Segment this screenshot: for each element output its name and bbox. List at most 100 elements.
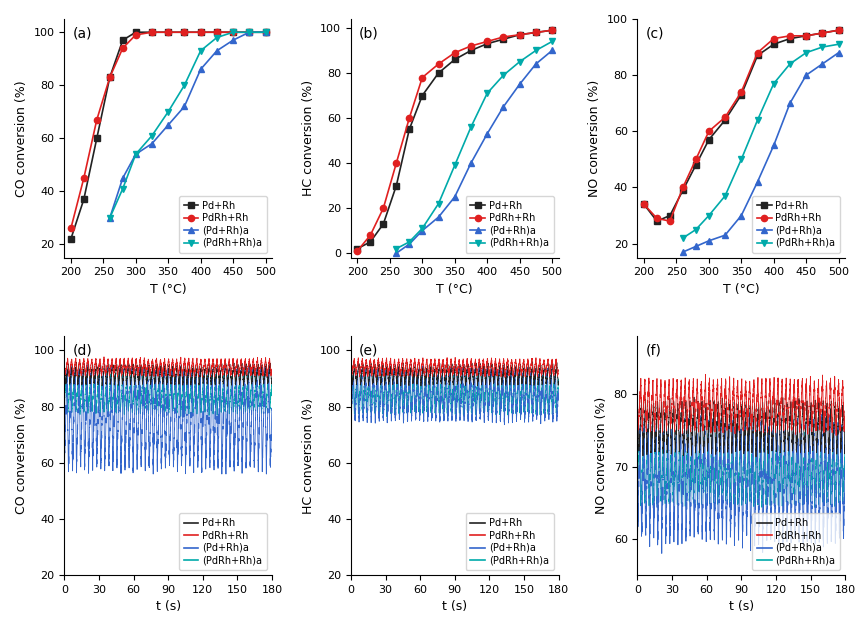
- Line: (PdRh+Rh)a: (PdRh+Rh)a: [393, 39, 555, 252]
- Y-axis label: CO conversion (%): CO conversion (%): [15, 398, 28, 514]
- Y-axis label: CO conversion (%): CO conversion (%): [15, 80, 28, 197]
- PdRh+Rh: [228, 28, 239, 36]
- PdRh+Rh: [245, 28, 255, 36]
- Pd+Rh: [404, 126, 414, 133]
- (Pd+Rh)a: [833, 49, 843, 56]
- (Pd+Rh)a: [498, 103, 509, 111]
- Pd+Rh: [260, 28, 270, 36]
- (PdRh+Rh)a: [433, 200, 444, 207]
- (PdRh+Rh)a: [196, 47, 206, 54]
- (Pd+Rh)a: [179, 102, 190, 110]
- (PdRh+Rh)a: [163, 108, 173, 116]
- Legend: Pd+Rh, PdRh+Rh, (Pd+Rh)a, (PdRh+Rh)a: Pd+Rh, PdRh+Rh, (Pd+Rh)a, (PdRh+Rh)a: [466, 513, 553, 570]
- PdRh+Rh: [769, 35, 779, 42]
- Pd+Rh: [801, 32, 812, 40]
- Pd+Rh: [531, 28, 541, 36]
- (Pd+Rh)a: [130, 150, 141, 158]
- PdRh+Rh: [147, 28, 157, 36]
- PdRh+Rh: [92, 116, 102, 123]
- PdRh+Rh: [665, 217, 675, 225]
- Pd+Rh: [245, 28, 255, 36]
- Pd+Rh: [212, 28, 222, 36]
- PdRh+Rh: [833, 27, 843, 34]
- (PdRh+Rh)a: [404, 238, 414, 246]
- (PdRh+Rh)a: [720, 192, 730, 200]
- (PdRh+Rh)a: [417, 224, 427, 232]
- (PdRh+Rh)a: [147, 132, 157, 140]
- (Pd+Rh)a: [163, 121, 173, 129]
- X-axis label: t (s): t (s): [442, 600, 468, 614]
- PdRh+Rh: [498, 33, 509, 41]
- (PdRh+Rh)a: [531, 47, 541, 54]
- (Pd+Rh)a: [466, 159, 476, 167]
- Line: Pd+Rh: Pd+Rh: [641, 27, 842, 224]
- X-axis label: T (°C): T (°C): [150, 283, 186, 296]
- (PdRh+Rh)a: [228, 28, 239, 36]
- Line: PdRh+Rh: PdRh+Rh: [354, 27, 555, 254]
- Pd+Rh: [515, 31, 525, 39]
- (PdRh+Rh)a: [130, 150, 141, 158]
- PdRh+Rh: [547, 27, 557, 34]
- Line: (Pd+Rh)a: (Pd+Rh)a: [680, 49, 842, 255]
- Text: (c): (c): [646, 26, 664, 40]
- PdRh+Rh: [801, 32, 812, 40]
- (PdRh+Rh)a: [391, 245, 402, 252]
- Pd+Rh: [639, 200, 650, 208]
- Pd+Rh: [704, 136, 714, 143]
- (Pd+Rh)a: [196, 66, 206, 73]
- (Pd+Rh)a: [720, 231, 730, 239]
- (PdRh+Rh)a: [245, 28, 255, 36]
- (PdRh+Rh)a: [833, 40, 843, 48]
- Line: (PdRh+Rh)a: (PdRh+Rh)a: [106, 29, 269, 221]
- Pd+Rh: [66, 235, 76, 243]
- (PdRh+Rh)a: [179, 82, 190, 89]
- X-axis label: T (°C): T (°C): [723, 283, 759, 296]
- Pd+Rh: [353, 245, 363, 252]
- PdRh+Rh: [720, 114, 730, 121]
- (PdRh+Rh)a: [801, 49, 812, 56]
- Text: (e): (e): [360, 344, 378, 358]
- (Pd+Rh)a: [818, 60, 828, 68]
- Pd+Rh: [720, 116, 730, 124]
- Pd+Rh: [652, 217, 662, 225]
- (Pd+Rh)a: [736, 212, 746, 219]
- PdRh+Rh: [118, 44, 128, 52]
- (Pd+Rh)a: [417, 227, 427, 234]
- Line: PdRh+Rh: PdRh+Rh: [641, 27, 842, 224]
- PdRh+Rh: [678, 184, 688, 191]
- Y-axis label: HC conversion (%): HC conversion (%): [302, 398, 315, 514]
- Pd+Rh: [179, 28, 190, 36]
- Y-axis label: NO conversion (%): NO conversion (%): [595, 397, 608, 514]
- (Pd+Rh)a: [212, 47, 222, 54]
- PdRh+Rh: [105, 73, 115, 81]
- PdRh+Rh: [691, 155, 701, 163]
- Pd+Rh: [833, 27, 843, 34]
- (Pd+Rh)a: [228, 37, 239, 44]
- Line: PdRh+Rh: PdRh+Rh: [68, 29, 269, 231]
- Pd+Rh: [482, 40, 492, 47]
- Text: (a): (a): [73, 26, 92, 40]
- PdRh+Rh: [482, 38, 492, 46]
- PdRh+Rh: [515, 31, 525, 39]
- Pd+Rh: [769, 40, 779, 48]
- PdRh+Rh: [79, 174, 89, 182]
- (Pd+Rh)a: [515, 80, 525, 88]
- Pd+Rh: [196, 28, 206, 36]
- PdRh+Rh: [752, 49, 763, 56]
- (Pd+Rh)a: [531, 60, 541, 68]
- Pd+Rh: [752, 52, 763, 59]
- X-axis label: t (s): t (s): [728, 600, 754, 614]
- PdRh+Rh: [531, 28, 541, 36]
- X-axis label: T (°C): T (°C): [437, 283, 473, 296]
- PdRh+Rh: [366, 231, 376, 239]
- PdRh+Rh: [639, 200, 650, 208]
- PdRh+Rh: [704, 128, 714, 135]
- (Pd+Rh)a: [704, 237, 714, 245]
- (Pd+Rh)a: [547, 47, 557, 54]
- PdRh+Rh: [417, 74, 427, 82]
- (Pd+Rh)a: [245, 28, 255, 36]
- PdRh+Rh: [212, 28, 222, 36]
- X-axis label: t (s): t (s): [155, 600, 181, 614]
- (PdRh+Rh)a: [752, 116, 763, 124]
- Pd+Rh: [498, 35, 509, 43]
